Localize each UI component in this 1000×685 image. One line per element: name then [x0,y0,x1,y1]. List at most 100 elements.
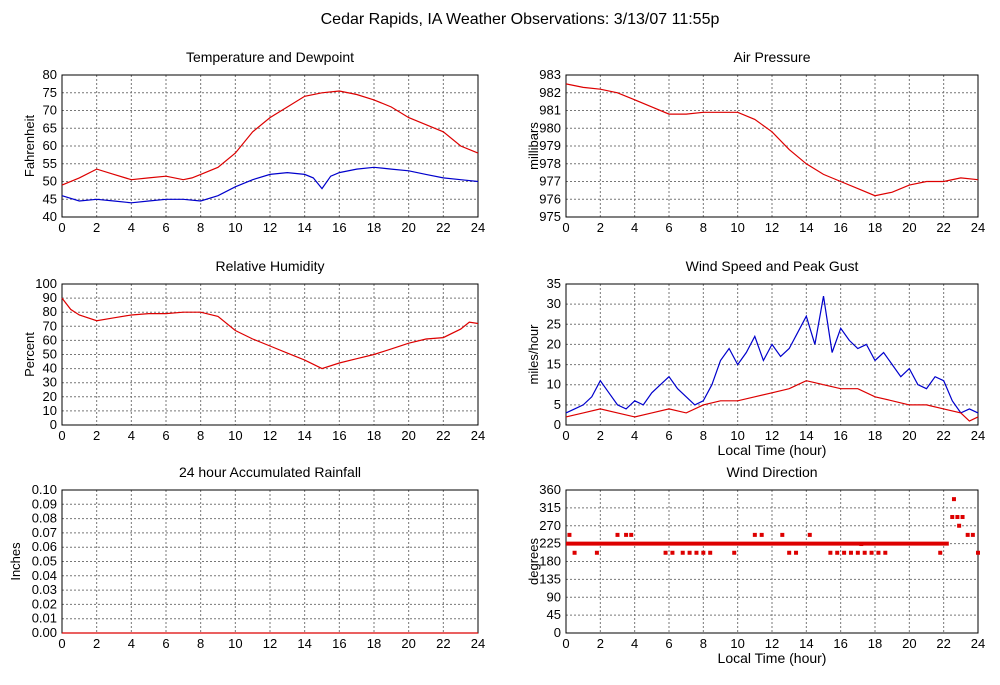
humidity-title: Relative Humidity [216,258,325,274]
pressure-y-tick-label: 975 [539,209,561,224]
rain-title: 24 hour Accumulated Rainfall [179,464,361,480]
temp-x-tick-label: 22 [436,220,450,235]
direction-y-axis-label: degrees [526,538,541,585]
wind-x-tick-label: 2 [597,428,604,443]
rain-y-tick-label: 0.02 [32,596,57,611]
wind-series-0-line [565,295,979,414]
humidity-y-axis-label: Percent [22,332,37,377]
temp-plot-frame [61,74,479,218]
temp-y-tick-label: 70 [43,103,57,118]
rain-x-tick-label: 2 [93,636,100,651]
humidity-y-tick-label: 70 [43,318,57,333]
direction-point [976,550,980,555]
temp-y-tick-label: 50 [43,174,57,189]
pressure-x-tick-label: 2 [597,220,604,235]
temp-x-tick-label: 4 [128,220,135,235]
pressure-y-tick-label: 976 [539,191,561,206]
direction-x-tick-label: 10 [730,636,744,651]
humidity-x-tick-label: 6 [162,428,169,443]
rain-x-tick-label: 16 [332,636,346,651]
direction-y-tick-label: 225 [539,536,561,551]
pressure-x-tick-label: 24 [971,220,985,235]
direction-plot-frame [565,489,979,634]
direction-point [807,532,812,537]
temp-y-tick-label: 80 [43,67,57,82]
wind-series-1-line [565,380,979,422]
direction-point [862,550,867,555]
direction-point [938,550,943,555]
pressure-y-tick-label: 980 [539,120,561,135]
direction-y-tick-label: 0 [554,625,561,640]
direction-title: Wind Direction [726,464,817,480]
wind-x-tick-label: 16 [833,428,847,443]
wind-x-tick-label: 20 [902,428,916,443]
pressure-plot-frame [565,74,979,218]
direction-point [629,532,634,537]
direction-point [960,515,965,520]
rain-x-tick-label: 12 [263,636,277,651]
direction-x-tick-label: 22 [936,636,950,651]
rain-y-tick-label: 0.01 [32,611,57,626]
direction-x-tick-label: 0 [562,636,569,651]
direction-x-tick-label: 14 [799,636,813,651]
direction-x-tick-label: 12 [765,636,779,651]
pressure-x-tick-label: 10 [730,220,744,235]
temp-x-tick-label: 24 [471,220,485,235]
temp-series-0-line [61,90,479,186]
direction-x-axis-label: Local Time (hour) [718,650,827,666]
direction-y-tick-label: 360 [539,482,561,497]
page-title: Cedar Rapids, IA Weather Observations: 3… [321,11,720,28]
wind-y-tick-label: 5 [554,397,561,412]
wind-y-tick-label: 15 [547,357,561,372]
temp-y-tick-label: 55 [43,156,57,171]
humidity-y-tick-label: 40 [43,361,57,376]
direction-y-tick-label: 90 [547,589,561,604]
direction-point [572,550,577,555]
pressure-x-tick-label: 16 [833,220,847,235]
rain-y-tick-label: 0.10 [32,482,57,497]
rain-x-tick-label: 22 [436,636,450,651]
rain-y-tick-label: 0.09 [32,496,57,511]
temp-y-tick-label: 60 [43,138,57,153]
humidity-x-tick-label: 16 [332,428,346,443]
direction-point [615,532,620,537]
rain-x-tick-label: 0 [58,636,65,651]
pressure-y-tick-label: 979 [539,138,561,153]
humidity-y-tick-label: 50 [43,347,57,362]
humidity-y-tick-label: 60 [43,332,57,347]
direction-point [732,550,737,555]
temp-x-tick-label: 6 [162,220,169,235]
rain-x-tick-label: 24 [471,636,485,651]
temp-y-tick-label: 65 [43,120,57,135]
pressure-y-tick-label: 982 [539,85,561,100]
humidity-y-tick-label: 10 [43,403,57,418]
direction-point [787,550,792,555]
wind-x-tick-label: 0 [562,428,569,443]
direction-point [828,550,833,555]
wind-x-tick-label: 10 [730,428,744,443]
humidity-x-tick-label: 8 [197,428,204,443]
humidity-x-tick-label: 20 [401,428,415,443]
wind-y-tick-label: 25 [547,316,561,331]
direction-point [594,550,599,555]
pressure-y-axis-label: millibars [526,122,541,170]
direction-point [624,532,629,537]
temp-x-tick-label: 16 [332,220,346,235]
direction-x-tick-label: 20 [902,636,916,651]
temp-x-tick-label: 18 [367,220,381,235]
rain-y-tick-label: 0.07 [32,525,57,540]
direction-point [794,550,799,555]
humidity-y-tick-label: 90 [43,290,57,305]
direction-point [848,550,853,555]
direction-point [759,532,764,537]
pressure-x-tick-label: 22 [936,220,950,235]
pressure-x-tick-label: 20 [902,220,916,235]
wind-y-tick-label: 20 [547,336,561,351]
humidity-y-tick-label: 0 [50,417,57,432]
direction-x-tick-label: 18 [868,636,882,651]
direction-x-tick-label: 16 [833,636,847,651]
rain-y-tick-label: 0.03 [32,582,57,597]
